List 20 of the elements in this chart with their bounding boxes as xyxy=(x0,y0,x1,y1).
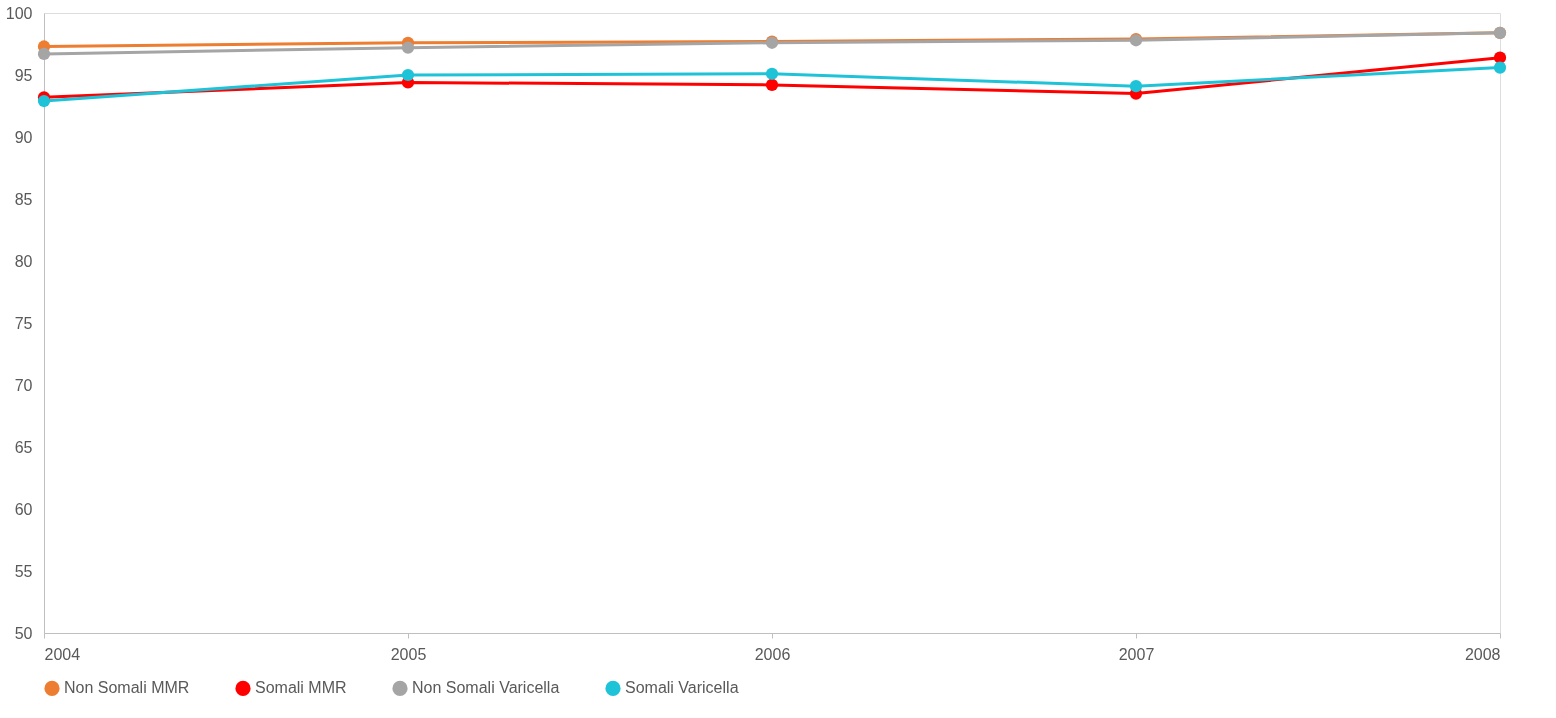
y-tick-label: 50 xyxy=(14,624,33,642)
x-tick-label: 2005 xyxy=(390,645,427,663)
x-tick-label: 2004 xyxy=(44,645,81,663)
legend-label: Somali Varicella xyxy=(625,679,739,697)
y-tick-label: 95 xyxy=(14,66,33,84)
y-tick-label: 60 xyxy=(14,500,33,518)
y-tick-label: 100 xyxy=(5,4,33,22)
y-tick-label: 85 xyxy=(14,190,33,208)
legend-label: Somali MMR xyxy=(255,679,347,697)
y-tick-label: 70 xyxy=(14,376,33,394)
x-tick-label: 2008 xyxy=(1464,645,1501,663)
y-tick-label: 80 xyxy=(14,252,33,270)
legend-label: Non Somali MMR xyxy=(64,679,190,697)
x-tick-label: 2006 xyxy=(754,645,791,663)
y-tick-label: 75 xyxy=(14,314,33,332)
x-tick-label: 2007 xyxy=(1118,645,1155,663)
y-tick-label: 65 xyxy=(14,438,33,456)
legend-label: Non Somali Varicella xyxy=(412,679,560,697)
y-tick-label: 90 xyxy=(14,128,33,146)
y-tick-label: 55 xyxy=(14,562,33,580)
